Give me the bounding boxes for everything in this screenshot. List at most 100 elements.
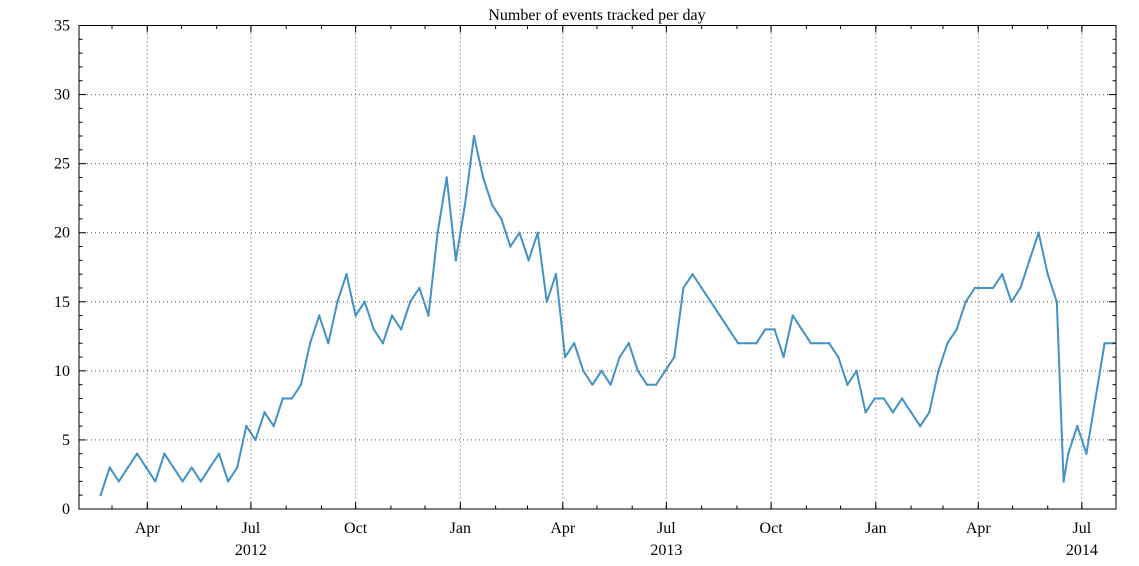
data-point <box>891 411 895 414</box>
data-point <box>381 342 385 345</box>
data-point <box>864 411 867 414</box>
data-point <box>955 328 958 331</box>
data-point <box>809 342 813 345</box>
data-point <box>964 300 967 303</box>
data-point <box>736 342 740 345</box>
y-tick-label: 15 <box>54 294 70 311</box>
data-point <box>117 480 121 483</box>
chart-title: Number of events tracked per day <box>488 7 705 24</box>
grid-layer <box>79 25 1116 509</box>
data-point <box>172 466 175 469</box>
data-point <box>1000 272 1004 276</box>
data-point <box>345 272 348 276</box>
data-point <box>991 286 995 290</box>
data-point <box>190 466 193 469</box>
data-point <box>245 424 248 428</box>
data-point <box>909 411 913 414</box>
y-tick-label: 30 <box>54 87 70 104</box>
data-point <box>1037 231 1040 234</box>
series-line <box>99 135 1114 496</box>
data-point <box>181 480 184 483</box>
data-point <box>636 369 640 373</box>
data-point <box>108 466 111 469</box>
x-tick-label: Jan <box>865 520 886 537</box>
data-point <box>99 493 102 497</box>
y-tick-label: 0 <box>62 501 70 518</box>
data-point <box>363 300 366 303</box>
data-point <box>217 452 221 455</box>
data-point <box>354 314 357 317</box>
data-point <box>1010 300 1013 303</box>
data-point <box>445 176 448 179</box>
data-point <box>700 286 703 290</box>
data-point <box>973 286 977 290</box>
x-year-label: 2014 <box>1066 542 1098 559</box>
data-point <box>1094 397 1097 400</box>
data-point <box>518 231 521 234</box>
data-point <box>1046 272 1049 276</box>
x-year-label: 2013 <box>650 542 682 559</box>
data-point <box>427 314 430 317</box>
x-year-label: 2012 <box>235 542 267 559</box>
data-point <box>1019 286 1022 290</box>
data-point <box>290 397 294 400</box>
data-point <box>226 480 230 483</box>
data-point <box>591 383 594 386</box>
data-point <box>882 397 885 400</box>
data-point <box>454 259 457 262</box>
data-point <box>718 314 722 317</box>
data-point <box>727 328 731 331</box>
data-point <box>846 383 849 386</box>
data-point <box>773 328 776 331</box>
data-point <box>327 342 330 345</box>
data-point <box>818 342 822 345</box>
y-tick-label: 20 <box>54 225 70 242</box>
data-point <box>873 397 876 400</box>
data-point <box>627 342 631 345</box>
data-point <box>1055 300 1059 303</box>
data-point <box>236 466 239 469</box>
data-point <box>1076 424 1079 428</box>
data-point <box>664 369 667 373</box>
data-point <box>372 328 376 331</box>
data-point <box>600 369 603 373</box>
x-tick-label: Jul <box>242 520 261 537</box>
data-point <box>709 300 712 303</box>
data-point <box>509 245 512 248</box>
data-point <box>582 369 585 373</box>
data-point <box>317 314 321 317</box>
data-point <box>1062 480 1065 483</box>
data-point <box>436 231 439 234</box>
data-point <box>791 314 794 317</box>
data-point <box>135 452 139 455</box>
data-point <box>409 300 412 303</box>
data-point <box>491 203 494 207</box>
data-point <box>336 300 339 303</box>
data-point <box>755 342 758 345</box>
series-layer <box>99 134 1115 497</box>
data-point <box>144 466 148 469</box>
data-point <box>254 438 257 442</box>
x-tick-label: Jul <box>1073 520 1092 537</box>
data-point <box>1066 452 1070 455</box>
data-point <box>463 203 467 207</box>
data-point <box>154 480 157 483</box>
x-tick-label: Apr <box>966 520 992 537</box>
data-point <box>572 342 576 345</box>
x-tick-label: Oct <box>344 520 368 537</box>
y-tick-label: 10 <box>54 363 70 380</box>
data-point <box>782 355 785 359</box>
data-point <box>481 176 485 179</box>
data-point <box>837 355 840 359</box>
data-point <box>263 411 266 414</box>
data-point <box>308 342 312 345</box>
x-tick-label: Apr <box>135 520 161 537</box>
data-point <box>827 342 831 345</box>
data-point <box>618 355 621 359</box>
data-point <box>609 383 612 386</box>
x-tick-label: Jul <box>657 520 676 537</box>
data-point <box>281 397 284 400</box>
data-point <box>745 342 749 345</box>
